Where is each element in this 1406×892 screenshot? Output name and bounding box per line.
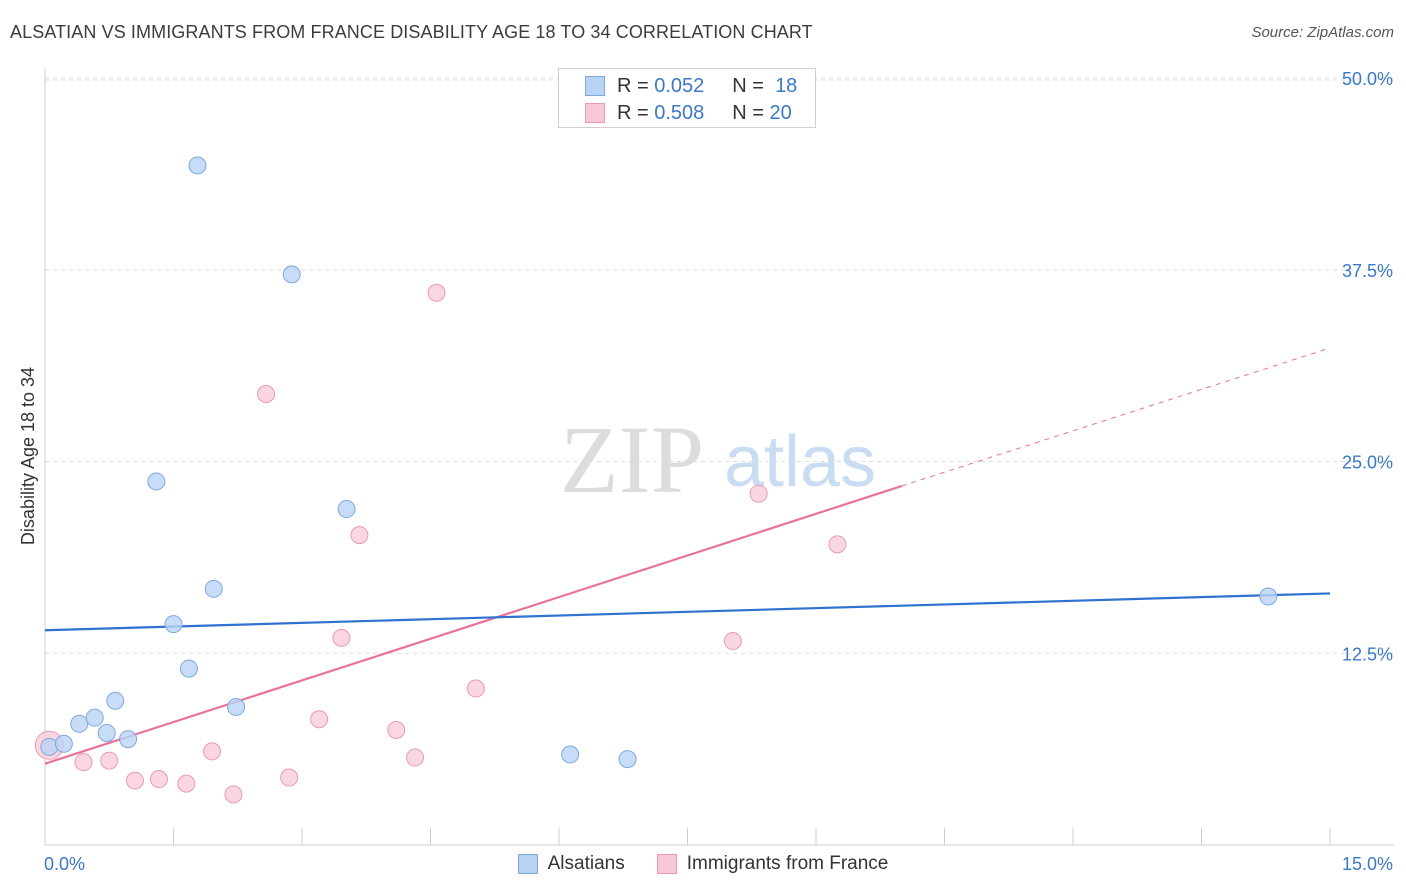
immigrants-point xyxy=(387,720,406,739)
y-tick-label: 50.0% xyxy=(1342,69,1393,89)
n-value: 18 xyxy=(775,74,798,97)
correlation-legend: R = 0.052 N = 18 R = 0.508 N = 20 xyxy=(558,68,816,128)
alsatians-point xyxy=(1259,587,1278,606)
immigrants-point xyxy=(332,628,351,647)
immigrants-swatch xyxy=(656,854,677,874)
alsatians-point xyxy=(204,579,223,598)
alsatians-point xyxy=(54,734,73,753)
immigrants-point xyxy=(350,526,369,545)
alsatians-point xyxy=(282,265,301,284)
alsatians-point xyxy=(227,697,246,716)
r-label: R = xyxy=(617,101,649,124)
r-label: R = xyxy=(617,74,649,97)
n-value: 20 xyxy=(769,101,792,124)
alsatians-swatch xyxy=(517,854,538,874)
legend-item-immigrants: Immigrants from France xyxy=(656,853,889,875)
x-tick-label: 0.0% xyxy=(44,854,85,874)
immigrants-point xyxy=(203,742,222,761)
alsatians-swatch xyxy=(585,76,605,96)
tick-labels: 12.5% 25.0% 37.5% 50.0% 0.0% 15.0% xyxy=(44,69,1393,874)
alsatians-trend-line xyxy=(44,592,1331,632)
data-points xyxy=(34,156,1278,804)
alsatians-point xyxy=(561,745,580,764)
legend-item-alsatians: Alsatians xyxy=(517,853,625,875)
x-tick-label: 15.0% xyxy=(1342,854,1393,874)
immigrants-trend-line xyxy=(44,484,903,765)
r-value: 0.508 xyxy=(654,101,705,124)
immigrants-point xyxy=(177,774,196,793)
y-tick-label: 37.5% xyxy=(1342,261,1393,281)
alsatians-point xyxy=(164,615,183,634)
alsatians-point xyxy=(97,724,116,743)
immigrants-point xyxy=(406,748,425,767)
alsatians-point xyxy=(179,659,198,678)
immigrants-point xyxy=(828,535,847,554)
alsatians-point xyxy=(106,691,125,710)
immigrants-point xyxy=(257,385,276,404)
legend-label: Alsatians xyxy=(547,853,625,874)
y-tick-label: 12.5% xyxy=(1342,644,1393,664)
alsatians-point xyxy=(119,730,138,749)
alsatians-point xyxy=(618,750,637,769)
immigrants-point xyxy=(224,785,243,804)
alsatians-point xyxy=(147,472,166,491)
immigrants-point xyxy=(723,631,742,650)
immigrants-point xyxy=(749,484,768,503)
n-label: N = xyxy=(732,101,764,124)
grid-lines xyxy=(45,77,1394,654)
immigrants-point xyxy=(100,751,119,770)
immigrants-point xyxy=(466,679,485,698)
source-label: Source: ZipAtlas.com xyxy=(1251,24,1394,41)
immigrants-point xyxy=(149,770,168,789)
series-legend: Alsatians Immigrants from France xyxy=(0,850,1406,878)
immigrants-point xyxy=(74,753,93,772)
alsatians-point xyxy=(40,737,59,756)
immigrants-point xyxy=(125,771,144,790)
immigrants-trend-extension xyxy=(901,347,1331,487)
watermark: ZIP atlas xyxy=(560,406,876,513)
immigrants-swatch xyxy=(585,103,605,123)
n-label: N = xyxy=(732,74,764,97)
axes xyxy=(44,68,1394,846)
legend-row-alsatians: R = 0.052 N = 18 xyxy=(585,73,797,99)
y-axis-label: Disability Age 18 to 34 xyxy=(18,367,38,545)
alsatians-point xyxy=(85,708,104,727)
immigrants-point xyxy=(280,768,299,787)
immigrants-point xyxy=(310,710,329,729)
trend-lines xyxy=(44,347,1331,765)
y-tick-label: 25.0% xyxy=(1342,453,1393,473)
legend-label: Immigrants from France xyxy=(686,853,889,874)
immigrants-point xyxy=(427,283,446,302)
alsatians-point xyxy=(188,156,207,175)
alsatians-point xyxy=(70,714,89,733)
legend-row-immigrants: R = 0.508 N = 20 xyxy=(585,100,792,126)
watermark-atlas: atlas xyxy=(724,422,876,502)
r-value: 0.052 xyxy=(654,74,705,97)
chart-title: ALSATIAN VS IMMIGRANTS FROM FRANCE DISAB… xyxy=(10,22,813,42)
watermark-zip: ZIP xyxy=(560,406,704,513)
alsatians-point xyxy=(337,500,356,519)
